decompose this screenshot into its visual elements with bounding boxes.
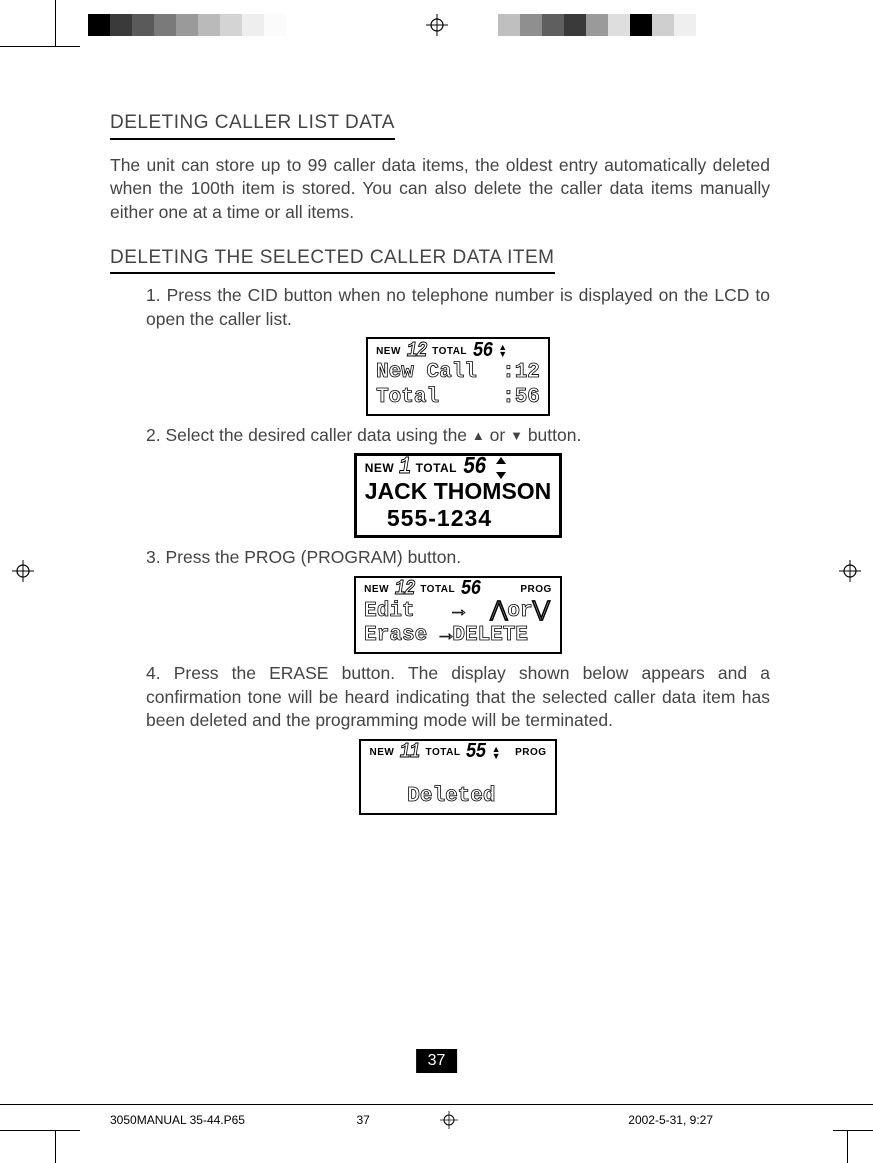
lcd-total-label: TOTAL bbox=[416, 460, 457, 476]
lcd-total-label: TOTAL bbox=[432, 345, 467, 359]
down-triangle-icon: ▼ bbox=[510, 428, 523, 443]
step-4: 4. Press the ERASE button. The display s… bbox=[146, 662, 770, 733]
crop-mark bbox=[55, 1131, 56, 1163]
step-text: or bbox=[485, 425, 510, 445]
page-content: DELETING CALLER LIST DATA The unit can s… bbox=[110, 110, 770, 823]
lcd-line: New Call :12 bbox=[376, 361, 540, 385]
lcd-new-label: NEW bbox=[376, 345, 401, 359]
registration-mark-icon bbox=[12, 560, 34, 582]
footer-page: 37 bbox=[357, 1113, 370, 1127]
lcd-total-value: 56 bbox=[473, 341, 493, 362]
footer-filename: 3050MANUAL 35-44.P65 bbox=[110, 1113, 245, 1127]
subsection-title: DELETING THE SELECTED CALLER DATA ITEM bbox=[110, 245, 555, 275]
calibration-strip-left bbox=[88, 14, 396, 36]
lcd-total-label: TOTAL bbox=[420, 583, 455, 597]
step-text: 2. Select the desired caller data using … bbox=[146, 425, 472, 445]
lcd-display-1: NEW 12 TOTAL 56 ▲▼ New Call :12 Total :5… bbox=[366, 337, 550, 415]
lcd-line: 555-1234 bbox=[365, 505, 552, 531]
crop-mark bbox=[0, 46, 80, 47]
updown-arrows-icon bbox=[492, 459, 510, 477]
step-text: button. bbox=[523, 425, 581, 445]
calibration-strip-right bbox=[476, 14, 718, 36]
lcd-display-2: NEW 1 TOTAL 56 JACK THOMSON 555-1234 bbox=[354, 453, 563, 538]
registration-mark-icon bbox=[440, 1111, 458, 1129]
footer-timestamp: 2002-5-31, 9:27 bbox=[628, 1113, 713, 1127]
lcd-new-value: 12 bbox=[395, 579, 415, 600]
lcd-total-value: 56 bbox=[461, 579, 481, 600]
lcd-line: Erase →DELETE bbox=[364, 624, 552, 648]
lcd-prog-label: PROG bbox=[520, 583, 551, 597]
lcd-new-label: NEW bbox=[364, 583, 389, 597]
step-1: 1. Press the CID button when no telephon… bbox=[146, 284, 770, 331]
lcd-new-value: 11 bbox=[400, 742, 420, 763]
crop-mark bbox=[847, 1131, 848, 1163]
up-triangle-icon: ▲ bbox=[472, 428, 485, 443]
lcd-total-label: TOTAL bbox=[426, 746, 461, 760]
lcd-total-value: 55 bbox=[466, 742, 486, 763]
lcd-display-4: NEW 11 TOTAL 55 ▲▼ PROG Deleted bbox=[359, 739, 556, 815]
updown-arrows-icon: ▲▼ bbox=[492, 746, 501, 760]
lcd-line: Edit → ⋀or⋁ bbox=[364, 600, 552, 624]
lcd-line: Deleted bbox=[369, 785, 546, 809]
crop-mark bbox=[55, 0, 56, 46]
lcd-new-label: NEW bbox=[365, 460, 395, 476]
crop-mark bbox=[0, 1130, 80, 1131]
lcd-new-value: 1 bbox=[399, 456, 410, 480]
step-3: 3. Press the PROG (PROGRAM) button. bbox=[146, 546, 770, 570]
lcd-new-value: 12 bbox=[407, 341, 427, 362]
registration-mark-icon bbox=[426, 14, 448, 36]
intro-paragraph: The unit can store up to 99 caller data … bbox=[110, 154, 770, 225]
lcd-line bbox=[369, 763, 546, 785]
lcd-new-label: NEW bbox=[369, 746, 394, 760]
page-number: 37 bbox=[416, 1049, 458, 1073]
lcd-line: JACK THOMSON bbox=[365, 478, 552, 504]
updown-arrows-icon: ▲▼ bbox=[498, 344, 507, 358]
lcd-prog-label: PROG bbox=[515, 746, 546, 760]
step-2: 2. Select the desired caller data using … bbox=[146, 424, 770, 448]
lcd-display-3: NEW 12 TOTAL 56 PROG Edit → ⋀or⋁ Erase →… bbox=[354, 576, 562, 654]
registration-mark-icon bbox=[839, 560, 861, 582]
lcd-total-value: 56 bbox=[463, 456, 486, 480]
lcd-line: Total :56 bbox=[376, 386, 540, 410]
footer-rule bbox=[0, 1104, 873, 1105]
section-title: DELETING CALLER LIST DATA bbox=[110, 110, 395, 140]
crop-mark bbox=[833, 1130, 873, 1131]
